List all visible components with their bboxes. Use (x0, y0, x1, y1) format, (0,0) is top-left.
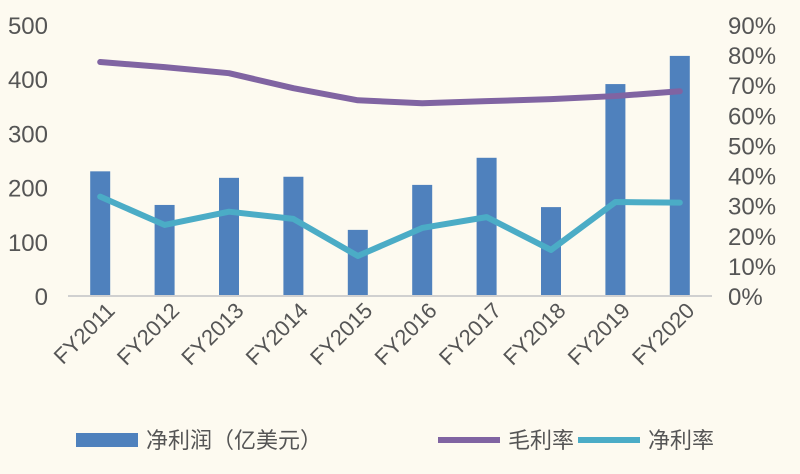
x-tick-label: FY2016 (370, 298, 442, 370)
x-tick-label: FY2015 (305, 298, 377, 370)
y-right-tick-label: 60% (728, 103, 776, 130)
y-right-tick-label: 80% (728, 43, 776, 70)
x-tick-label: FY2018 (498, 298, 570, 370)
x-tick-label: FY2014 (241, 298, 313, 370)
bar-FY2011 (90, 171, 110, 296)
bar-FY2017 (477, 158, 497, 296)
bar-FY2015 (348, 230, 368, 296)
x-tick-label: FY2017 (434, 298, 506, 370)
y-right-tick-label: 30% (728, 194, 776, 221)
y-right-tick-label: 10% (728, 254, 776, 281)
y-left-tick-label: 400 (8, 67, 48, 94)
bar-FY2016 (412, 185, 432, 296)
y-right-tick-label: 70% (728, 73, 776, 100)
bar-FY2019 (605, 84, 625, 296)
line-series-2 (100, 197, 680, 256)
y-left-tick-label: 0 (35, 284, 48, 311)
legend-label: 净利润（亿美元） (146, 428, 322, 453)
x-tick-label: FY2013 (176, 298, 248, 370)
y-right-tick-label: 40% (728, 164, 776, 191)
y-right-tick-label: 20% (728, 224, 776, 251)
y-left-tick-label: 500 (8, 13, 48, 40)
x-tick-label: FY2020 (627, 298, 699, 370)
bar-FY2013 (219, 178, 239, 296)
legend-label: 净利率 (648, 428, 714, 453)
line-series-1 (100, 62, 680, 103)
legend-swatch-bar (76, 433, 138, 447)
legend-label: 毛利率 (508, 428, 574, 453)
x-tick-label: FY2012 (112, 298, 184, 370)
y-right-tick-label: 0% (728, 284, 763, 311)
y-right-tick-label: 50% (728, 133, 776, 160)
bar-FY2014 (283, 177, 303, 296)
y-left-tick-label: 300 (8, 121, 48, 148)
x-tick-label: FY2019 (563, 298, 635, 370)
y-right-tick-label: 90% (728, 13, 776, 40)
y-left-tick-label: 100 (8, 230, 48, 257)
y-left-tick-label: 200 (8, 176, 48, 203)
x-tick-label: FY2011 (49, 298, 120, 369)
